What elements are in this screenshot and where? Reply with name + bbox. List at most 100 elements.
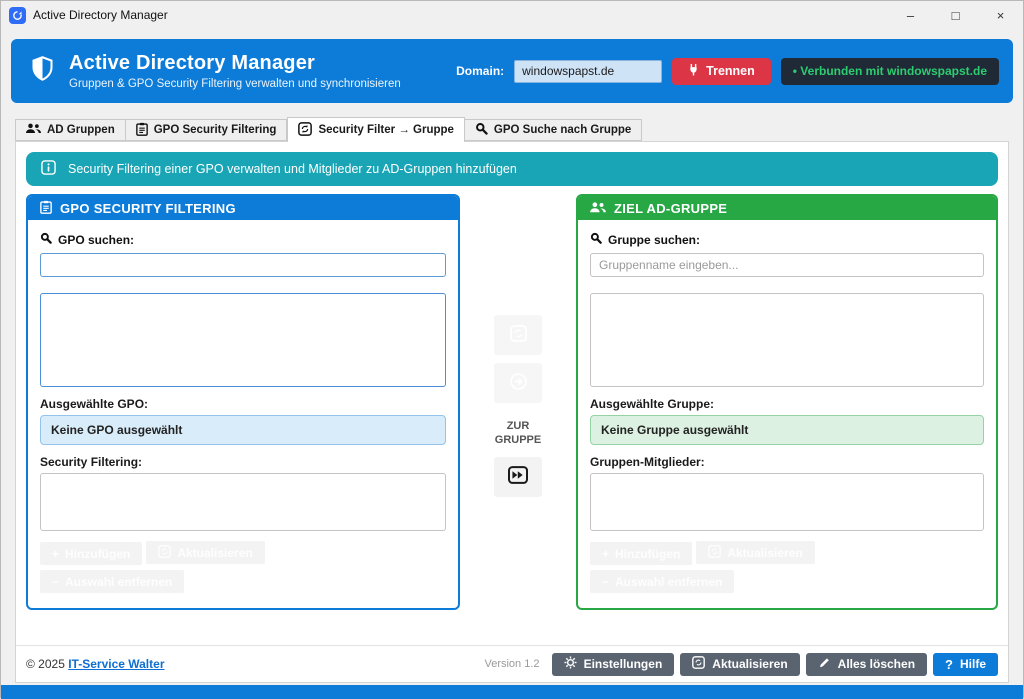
- group-panel-header: ZIEL AD-GRUPPE: [578, 196, 996, 220]
- help-button[interactable]: ? Hilfe: [933, 652, 998, 676]
- maximize-button[interactable]: □: [951, 7, 960, 23]
- sync-box-icon: [509, 325, 527, 345]
- refresh-all-button[interactable]: Aktualisieren: [680, 652, 800, 676]
- gpo-remove-selection-button[interactable]: − Auswahl entfernen: [40, 570, 185, 593]
- gpo-search-label-row: GPO suchen:: [40, 232, 446, 247]
- gpo-remove-label: Auswahl entfernen: [65, 574, 173, 589]
- info-banner-text: Security Filtering einer GPO verwalten u…: [68, 162, 517, 176]
- selected-group-label: Ausgewählte Gruppe:: [590, 397, 715, 411]
- fast-forward-transfer-button[interactable]: [494, 456, 542, 497]
- arrow-right-transfer-button[interactable]: [494, 363, 542, 403]
- people-icon: [590, 201, 606, 216]
- gpo-search-label: GPO suchen:: [58, 232, 135, 247]
- gpo-list[interactable]: [40, 293, 446, 387]
- gpo-refresh-button[interactable]: Aktualisieren: [146, 541, 265, 564]
- selected-group-value: Keine Gruppe ausgewählt: [590, 415, 984, 445]
- shield-icon: [29, 55, 56, 87]
- info-icon: [41, 160, 56, 178]
- copyright-text: © 2025 IT-Service Walter: [26, 657, 164, 671]
- clipboard-icon: [135, 122, 148, 139]
- app-header: Active Directory Manager Gruppen & GPO S…: [11, 39, 1013, 103]
- title-bar: Active Directory Manager – □ ×: [1, 1, 1023, 29]
- group-refresh-button[interactable]: Aktualisieren: [696, 541, 815, 564]
- tab-security-filter-gruppe[interactable]: Security Filter → Gruppe: [287, 117, 465, 142]
- gpo-panel-title: GPO SECURITY FILTERING: [60, 200, 236, 216]
- search-icon: [475, 122, 488, 138]
- tab-label: Security Filter → Gruppe: [318, 124, 454, 136]
- tab-label: GPO Suche nach Gruppe: [493, 124, 632, 136]
- minimize-button[interactable]: –: [906, 7, 915, 23]
- gear-icon: [564, 656, 577, 672]
- sync-transfer-button[interactable]: [494, 315, 542, 355]
- app-icon: [9, 6, 26, 24]
- group-refresh-label: Aktualisieren: [727, 545, 803, 560]
- group-list[interactable]: [590, 293, 984, 387]
- sync-box-icon: [708, 544, 722, 561]
- content-card: Security Filtering einer GPO verwalten u…: [15, 141, 1009, 683]
- version-text: Version 1.2: [484, 658, 540, 670]
- security-filtering-list[interactable]: [40, 473, 446, 531]
- selected-gpo-label: Ausgewählte GPO:: [40, 397, 149, 411]
- gpo-refresh-label: Aktualisieren: [177, 545, 253, 560]
- domain-label: Domain:: [456, 64, 505, 78]
- clear-all-label: Alles löschen: [837, 657, 916, 671]
- info-banner: Security Filtering einer GPO verwalten u…: [26, 152, 998, 186]
- settings-button[interactable]: Einstellungen: [551, 652, 675, 676]
- search-icon: [590, 232, 602, 247]
- group-members-label: Gruppen-Mitglieder:: [590, 455, 705, 469]
- transfer-column: ZUR GRUPPE: [460, 194, 576, 505]
- gpo-panel-header: GPO SECURITY FILTERING: [28, 196, 458, 220]
- group-remove-selection-button[interactable]: − Auswahl entfernen: [590, 570, 735, 593]
- refresh-all-label: Aktualisieren: [712, 657, 788, 671]
- group-panel: ZIEL AD-GRUPPE Gruppe suchen: Ausgewählt…: [576, 194, 998, 610]
- copyright-prefix: © 2025: [26, 657, 69, 671]
- tab-ad-gruppen[interactable]: AD Gruppen: [15, 119, 126, 141]
- copyright-link[interactable]: IT-Service Walter: [68, 657, 165, 671]
- app-subtitle: Gruppen & GPO Security Filtering verwalt…: [69, 78, 401, 90]
- plus-icon: +: [52, 546, 60, 561]
- sync-box-icon: [158, 544, 172, 561]
- sync-box-icon: [692, 656, 706, 672]
- window-title: Active Directory Manager: [33, 8, 168, 22]
- panels-row: GPO SECURITY FILTERING GPO suchen: Ausge…: [16, 194, 1008, 645]
- people-icon: [26, 123, 41, 137]
- group-search-input[interactable]: [590, 253, 984, 277]
- tab-label: GPO Security Filtering: [153, 124, 277, 136]
- security-filtering-label: Security Filtering:: [40, 455, 143, 469]
- group-search-label-row: Gruppe suchen:: [590, 232, 984, 247]
- app-title: Active Directory Manager: [69, 52, 316, 74]
- pencil-icon: [818, 656, 831, 672]
- tab-label: AD Gruppen: [47, 124, 115, 136]
- fast-forward-icon: [507, 466, 529, 487]
- gpo-add-button[interactable]: + Hinzufügen: [40, 542, 143, 565]
- group-remove-label: Auswahl entfernen: [615, 574, 723, 589]
- tab-bar: AD Gruppen GPO Security Filtering Securi…: [15, 117, 1023, 142]
- question-mark-icon: ?: [945, 656, 953, 672]
- tab-gpo-suche-nach-gruppe[interactable]: GPO Suche nach Gruppe: [464, 119, 643, 141]
- tab-gpo-security-filtering[interactable]: GPO Security Filtering: [125, 119, 288, 141]
- disconnect-button[interactable]: Trennen: [672, 57, 771, 85]
- selected-gpo-value: Keine GPO ausgewählt: [40, 415, 446, 445]
- clear-all-button[interactable]: Alles löschen: [805, 652, 928, 676]
- window-bottom-strip: [1, 685, 1023, 699]
- group-search-label: Gruppe suchen:: [608, 232, 701, 247]
- to-group-label: ZUR GRUPPE: [494, 420, 542, 447]
- sync-box-icon: [298, 121, 313, 139]
- gpo-search-input[interactable]: [40, 253, 446, 277]
- connection-status-badge: • Verbunden mit windowspapst.de: [780, 57, 999, 85]
- group-members-list[interactable]: [590, 473, 984, 531]
- close-button[interactable]: ×: [996, 7, 1005, 23]
- plus-icon: +: [602, 546, 610, 561]
- footer-bar: © 2025 IT-Service Walter Version 1.2 Ein…: [16, 645, 1008, 682]
- arrow-right-circle-icon: [509, 373, 527, 393]
- plug-icon: [688, 63, 699, 79]
- group-panel-title: ZIEL AD-GRUPPE: [614, 200, 728, 216]
- gpo-add-label: Hinzufügen: [65, 546, 131, 561]
- disconnect-label: Trennen: [706, 64, 755, 78]
- clipboard-icon: [40, 200, 52, 217]
- domain-input[interactable]: [514, 59, 663, 83]
- help-label: Hilfe: [959, 657, 986, 671]
- group-add-button[interactable]: + Hinzufügen: [590, 542, 693, 565]
- search-icon: [40, 232, 52, 247]
- gpo-panel: GPO SECURITY FILTERING GPO suchen: Ausge…: [26, 194, 460, 610]
